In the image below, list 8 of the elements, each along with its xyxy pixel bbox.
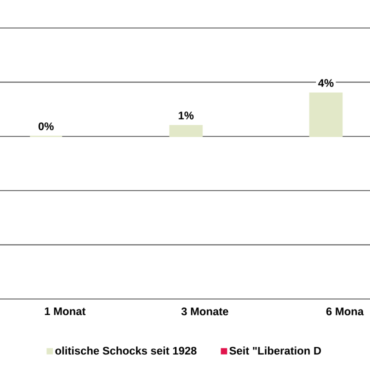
legend-label: olitische Schocks seit 1928 (55, 346, 196, 355)
x-tick-label: 1 Monat (44, 308, 86, 316)
data-label: 0% (38, 122, 54, 130)
x-tick-label: 6 Mona (326, 308, 364, 316)
data-label: 1% (178, 112, 194, 120)
data-label: 4% (318, 79, 334, 87)
legend-label: Seit "Liberation D (229, 346, 321, 355)
x-tick-label: 3 Monate (181, 308, 228, 316)
